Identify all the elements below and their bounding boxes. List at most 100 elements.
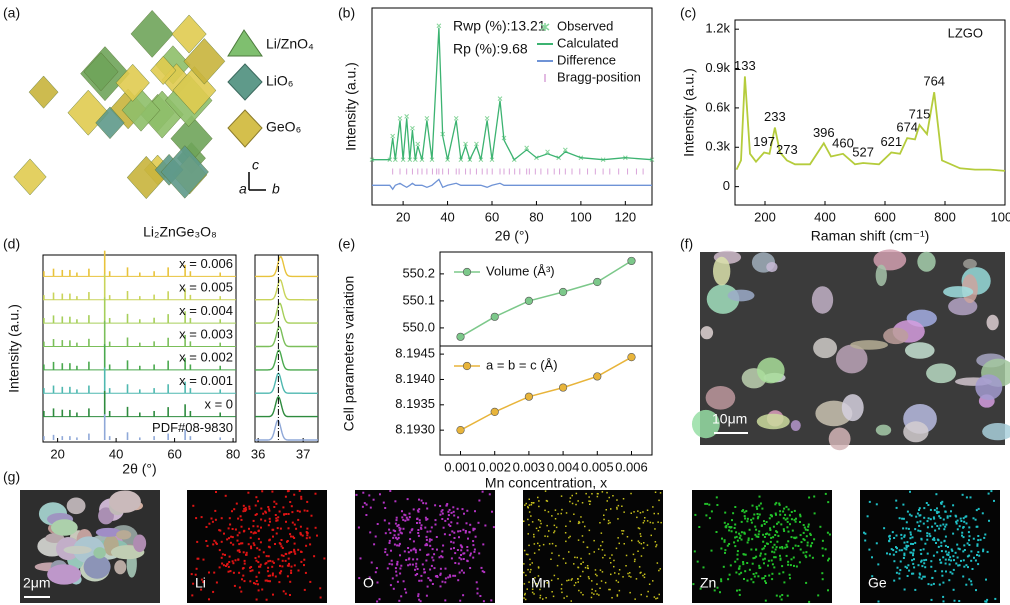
element-dot [774,548,777,551]
element-dot [560,495,563,497]
element-dot [729,564,732,567]
element-dot [533,552,536,554]
legend-icon [227,63,263,101]
element-dot [213,539,216,542]
element-dot [405,559,408,561]
element-dot [276,527,279,530]
element-dot [569,520,571,523]
element-dot [932,554,935,557]
element-dot [546,582,548,584]
sem-particle [756,413,790,430]
sem-particle [982,423,1010,441]
element-dot [581,535,584,537]
element-dot [363,502,366,505]
element-dot [915,515,918,518]
plot-frame [439,251,653,456]
element-dot [727,578,730,581]
element-dot [952,555,955,558]
element-dot [482,543,485,546]
element-dot [280,545,283,548]
y-axis-label: Cell parameters variation [341,276,357,432]
structure-polyhedron [160,145,209,199]
element-dot [955,522,958,525]
element-dot [631,539,633,542]
element-dot [927,517,930,520]
element-dot [617,581,620,583]
element-dot [866,515,869,518]
element-dot [908,513,911,516]
element-dot [454,562,457,564]
element-dot [414,568,416,571]
element-dot [228,537,230,540]
element-dot [420,524,423,527]
element-dot [416,518,419,520]
element-dot [417,593,420,596]
element-dot [692,583,695,586]
element-dot [979,538,982,541]
y-tick-label: 8.1945 [395,346,435,361]
element-dot [303,558,306,561]
element-dot [447,523,450,526]
element-dot [196,540,199,543]
legend-icon [227,109,263,148]
element-dot [440,510,443,513]
element-dot [733,541,736,544]
element-dot [936,538,939,541]
plot-frame [734,19,1006,206]
element-dot [226,538,229,541]
y-tick-label: 550.1 [402,292,435,307]
element-dot [805,551,808,554]
element-dot [753,513,756,516]
element-dot [466,509,469,512]
element-dot [944,544,947,547]
element-dot [907,564,910,567]
element-dot [916,512,919,515]
element-dot [827,501,830,504]
element-dot [642,522,645,524]
element-dot [738,593,741,596]
sem-particle [903,421,929,443]
element-dot [547,511,550,513]
element-dot [215,491,217,493]
element-dot [903,552,906,555]
element-dot [919,573,922,576]
element-dot [568,551,570,553]
element-dot [286,575,289,578]
x-tick-label: 800 [934,209,956,224]
element-dot [404,514,407,517]
element-dot [781,565,784,568]
element-dot [824,492,827,495]
element-dot [275,519,278,522]
element-dot [917,529,920,532]
element-dot [750,521,753,524]
element-dot [640,535,642,537]
element-dot [733,527,736,529]
element-dot [918,576,921,579]
element-dot [254,514,257,516]
element-dot [417,532,420,534]
sem-particle [883,327,909,345]
element-dot [716,586,719,589]
element-dot [523,563,525,565]
element-dot [384,548,387,551]
element-dot [920,559,923,562]
element-dot [236,534,239,537]
element-dot [523,571,525,574]
element-dot [357,526,360,529]
element-dot [603,518,605,521]
element-dot [564,532,567,534]
element-dot [643,542,645,544]
element-dot [221,553,224,556]
element-dot [533,536,535,538]
element-dot [949,556,952,559]
element-dot [939,558,941,561]
element-dot [653,512,655,515]
element-dot [529,571,531,573]
element-dot [940,544,943,547]
element-dot [290,551,293,553]
element-dot [973,556,975,559]
element-dot [941,570,944,573]
element-dot [441,556,444,559]
element-dot [803,539,806,542]
element-dot [715,496,718,499]
